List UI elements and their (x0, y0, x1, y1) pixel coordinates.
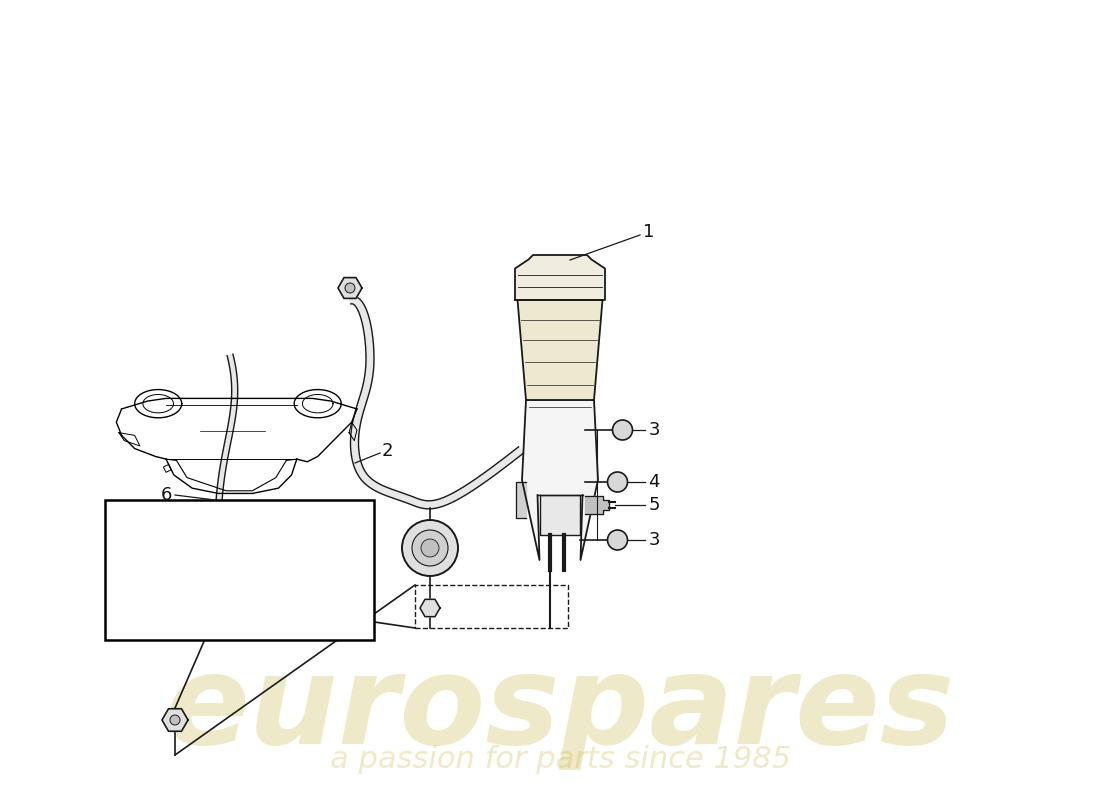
Text: eurospares: eurospares (165, 650, 955, 770)
Circle shape (613, 420, 632, 440)
Circle shape (607, 472, 627, 492)
Circle shape (607, 530, 627, 550)
Circle shape (402, 520, 458, 576)
Text: 1: 1 (644, 223, 654, 241)
Text: 4: 4 (649, 473, 660, 491)
Polygon shape (338, 278, 362, 298)
Polygon shape (349, 296, 524, 509)
Polygon shape (517, 300, 603, 400)
Polygon shape (522, 400, 598, 560)
Text: a passion for parts since 1985: a passion for parts since 1985 (330, 746, 791, 774)
Bar (415, 585, 568, 628)
Polygon shape (540, 495, 580, 535)
Circle shape (345, 283, 355, 293)
Polygon shape (420, 599, 440, 617)
Text: 3: 3 (649, 421, 660, 439)
Polygon shape (162, 709, 188, 731)
Circle shape (170, 715, 180, 725)
Polygon shape (515, 255, 605, 300)
Bar (104, 500, 374, 640)
Text: 2: 2 (382, 442, 394, 460)
Polygon shape (216, 354, 238, 601)
Circle shape (412, 530, 448, 566)
Polygon shape (584, 496, 608, 514)
Text: 6: 6 (161, 486, 172, 504)
Text: 5: 5 (649, 496, 660, 514)
Polygon shape (516, 482, 526, 518)
Text: 3: 3 (649, 531, 660, 549)
Circle shape (421, 539, 439, 557)
